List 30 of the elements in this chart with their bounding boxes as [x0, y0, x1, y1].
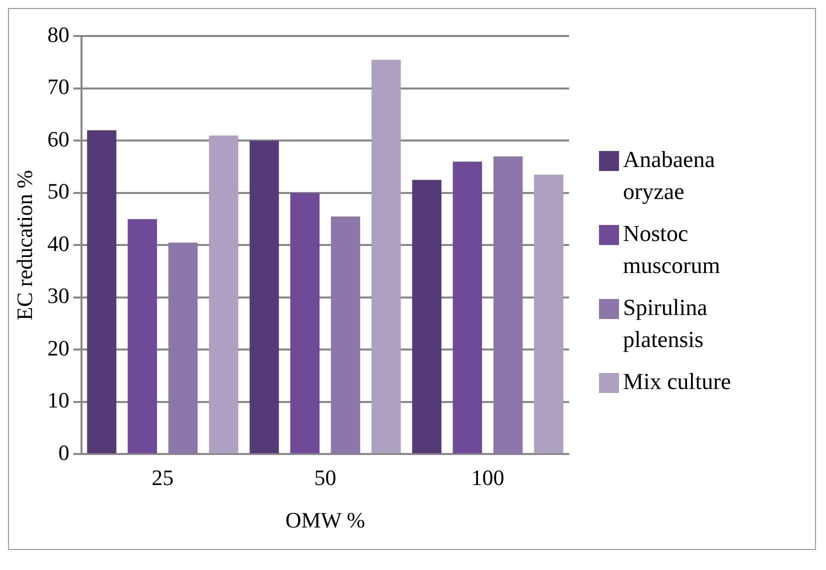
legend-label: Mix culture [623, 368, 732, 396]
legend-label: Nostoc muscorum [623, 220, 722, 280]
bar [452, 162, 482, 454]
y-tick-label: 10 [47, 388, 70, 413]
bar [534, 174, 564, 454]
bar [372, 60, 401, 454]
y-axis-title: EC reducation % [12, 170, 37, 320]
y-tick-label: 0 [58, 440, 70, 465]
y-tick-label: 70 [47, 74, 70, 100]
y-tick-label: 60 [47, 126, 70, 152]
bar [208, 135, 238, 454]
y-tick-label: 30 [47, 283, 70, 308]
x-axis-title: OMW % [285, 508, 366, 533]
y-tick-label: 40 [47, 230, 70, 256]
bar [412, 180, 442, 454]
bar [493, 156, 523, 454]
x-tick-label: 25 [152, 465, 174, 490]
bar [168, 242, 198, 454]
bar [290, 192, 320, 454]
bar [330, 216, 360, 454]
y-tick-label: 80 [47, 22, 70, 47]
legend-label: Spirulina platensis [623, 294, 708, 354]
y-tick-label: 20 [47, 335, 70, 360]
bar [250, 140, 279, 454]
x-tick-label: 100 [471, 465, 504, 490]
y-tick-label: 50 [47, 178, 70, 204]
x-tick-label: 50 [314, 465, 336, 490]
legend-label: Anabaena oryzae [623, 146, 716, 206]
bar [87, 130, 116, 454]
bar [128, 219, 157, 454]
